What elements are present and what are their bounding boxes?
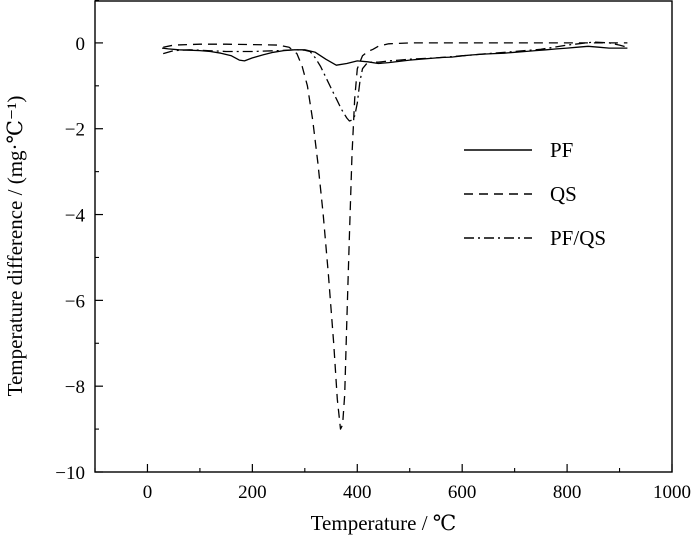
series-line-pf [162,45,628,66]
x-tick-label: 1000 [653,482,691,503]
series-line-pf-qs [163,41,628,122]
series-line-qs [163,42,628,430]
y-tick-label: 0 [76,34,86,55]
y-tick-label: −8 [65,377,85,398]
y-tick-label: −4 [65,206,86,227]
x-tick-label: 0 [143,482,153,503]
plot-frame [94,0,673,473]
series-layer [162,41,628,430]
legend: PF QS PF/QS [464,138,606,250]
y-axis-title: Temperature difference / (mg·℃⁻¹) [3,96,27,397]
y-tick-label: −10 [55,463,85,484]
x-tick-label: 200 [238,482,267,503]
x-tick-label: 800 [553,482,582,503]
x-axis-title: Temperature / ℃ [311,511,457,535]
legend-label: QS [550,182,577,206]
legend-label: PF/QS [550,226,606,250]
y-tick-label: −2 [65,120,85,141]
ticks-layer: 0 200 400 600 800 1000 0 −2 −4 −6 −8 −10 [55,0,691,503]
x-tick-label: 400 [343,482,372,503]
y-tick-label: −6 [65,291,85,312]
x-tick-label: 600 [448,482,477,503]
legend-label: PF [550,138,573,162]
